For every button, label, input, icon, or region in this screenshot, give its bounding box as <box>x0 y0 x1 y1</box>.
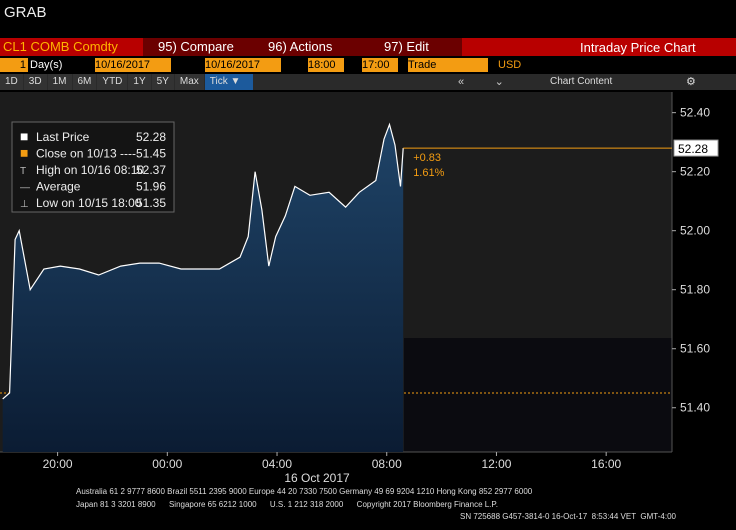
footer-line: Australia 61 2 9777 8600 Brazil 5511 239… <box>76 487 533 496</box>
range-button[interactable]: 6M <box>72 74 97 90</box>
x-tick-label: 04:00 <box>262 457 292 471</box>
range-buttons: 1D 3D 1M 6M YTD 1Y 5Y Max Tick ▼ <box>0 74 254 90</box>
panel-title: Intraday Price Chart <box>580 40 696 55</box>
scroll-icon[interactable]: « ⌄ <box>458 76 504 88</box>
future-region <box>404 338 672 452</box>
range-button[interactable]: 5Y <box>151 74 174 90</box>
window-title: GRAB <box>4 4 47 21</box>
legend-icon: ■ <box>20 145 28 161</box>
legend-label: Last Price <box>36 130 90 144</box>
period-unit: Day(s) <box>30 59 63 71</box>
x-tick-label: 12:00 <box>481 457 511 471</box>
range-button[interactable]: 1M <box>47 74 72 90</box>
y-tick-label: 51.40 <box>680 401 710 415</box>
end-date[interactable]: 10/16/2017 <box>205 58 281 72</box>
security-field[interactable]: CL1 COMB Comdty <box>0 38 143 56</box>
edit-button[interactable]: 97) Edit <box>384 39 429 54</box>
field-select[interactable]: Trade <box>408 58 488 72</box>
currency: USD <box>498 59 522 71</box>
period-count[interactable]: 1 <box>0 58 28 72</box>
legend-value: 51.45 <box>136 147 166 161</box>
legend-label: High on 10/16 08:10 <box>36 163 144 177</box>
legend-icon: ■ <box>20 128 28 144</box>
footer-line: SN 725688 G457-3814-0 16-Oct-17 8:53:44 … <box>460 512 676 521</box>
change-pct-label: 1.61% <box>413 167 444 179</box>
legend-icon: — <box>20 183 30 194</box>
legend-box <box>11 121 175 213</box>
x-axis-label: 16 Oct 2017 <box>284 471 350 485</box>
y-tick-label: 51.60 <box>680 342 710 356</box>
legend-label: Average <box>36 180 81 194</box>
change-label: +0.83 <box>413 152 441 164</box>
range-button[interactable]: YTD <box>97 74 128 90</box>
last-price-box <box>673 139 719 157</box>
x-tick-label: 16:00 <box>591 457 621 471</box>
price-line <box>2 122 404 400</box>
panel-title-bg <box>462 38 736 56</box>
end-time[interactable]: 17:00 <box>362 58 398 72</box>
start-date[interactable]: 10/16/2017 <box>95 58 171 72</box>
range-button[interactable]: 3D <box>23 74 47 90</box>
legend-icon: T <box>20 166 26 177</box>
legend-label: Low on 10/15 18:00 <box>36 196 142 210</box>
y-tick-label: 52.40 <box>680 106 710 120</box>
compare-button[interactable]: 95) Compare <box>158 39 234 54</box>
legend-value: 51.35 <box>136 196 166 210</box>
y-tick-label: 52.20 <box>680 165 710 179</box>
range-button[interactable]: 1Y <box>128 74 151 90</box>
y-tick-label: 51.80 <box>680 283 710 297</box>
legend-label: Close on 10/13 ---- <box>36 147 136 161</box>
legend-value: 51.96 <box>136 180 166 194</box>
x-tick-label: 00:00 <box>152 457 182 471</box>
start-time[interactable]: 18:00 <box>308 58 344 72</box>
actions-button[interactable]: 96) Actions <box>268 39 333 54</box>
range-button[interactable]: 1D <box>0 74 23 90</box>
x-tick-label: 08:00 <box>372 457 402 471</box>
settings-icon[interactable]: ⚙ <box>686 76 696 88</box>
legend-icon: ⊥ <box>20 199 29 210</box>
legend-value: 52.28 <box>136 130 166 144</box>
chart-content[interactable]: Chart Content <box>550 76 613 87</box>
range-button[interactable]: Max <box>174 74 204 90</box>
legend-value: 52.37 <box>136 163 166 177</box>
chart: 52.28 +0.83 1.61% 51.40 51.60 51.80 52.00 52.20… <box>0 92 719 485</box>
range-button[interactable]: Tick ▼ <box>204 74 253 90</box>
footer-line: Japan 81 3 3201 8900 Singapore 65 6212 1… <box>76 500 498 509</box>
x-tick-label: 20:00 <box>43 457 73 471</box>
legend: ■ Last Price 52.28 ■ Close on 10/13 ---- 51.4… <box>11 121 175 213</box>
y-tick-label: 52.00 <box>680 224 710 238</box>
last-price-label: 52.28 <box>678 142 708 156</box>
price-area <box>2 124 404 452</box>
